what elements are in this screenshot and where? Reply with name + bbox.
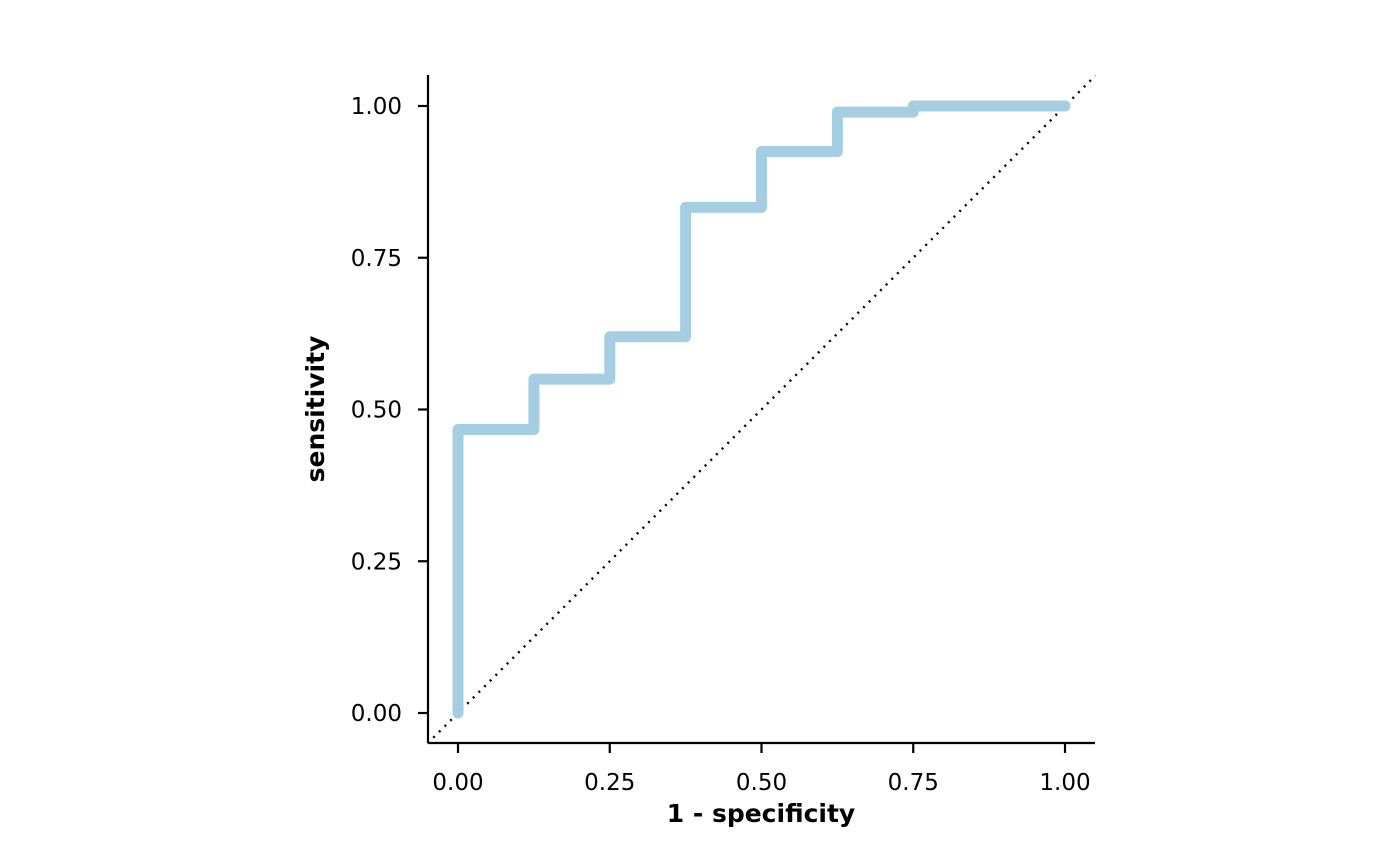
y-axis-title: sensitivity	[301, 336, 330, 483]
axes: 0.00 0.25 0.50 0.75 1.00 0.00 0.25 0.50 0.75 1.00	[351, 75, 1095, 796]
x-tick-label: 0.00	[432, 770, 483, 796]
x-tick-label: 1.00	[1039, 770, 1090, 796]
y-tick-label: 0.25	[351, 549, 402, 575]
x-tick-label: 0.75	[888, 770, 939, 796]
x-tick-label: 0.50	[736, 770, 787, 796]
y-tick-label: 0.00	[351, 701, 402, 727]
y-tick-label: 0.75	[351, 246, 402, 272]
roc-curve-line	[452, 100, 1071, 719]
y-tick-label: 0.50	[351, 398, 402, 424]
x-axis-title: 1 - specificity	[667, 799, 855, 828]
y-tick-label: 1.00	[351, 94, 402, 120]
x-tick-label: 0.25	[584, 770, 635, 796]
reference-diagonal-line	[426, 74, 1097, 745]
plot-area	[426, 74, 1097, 745]
